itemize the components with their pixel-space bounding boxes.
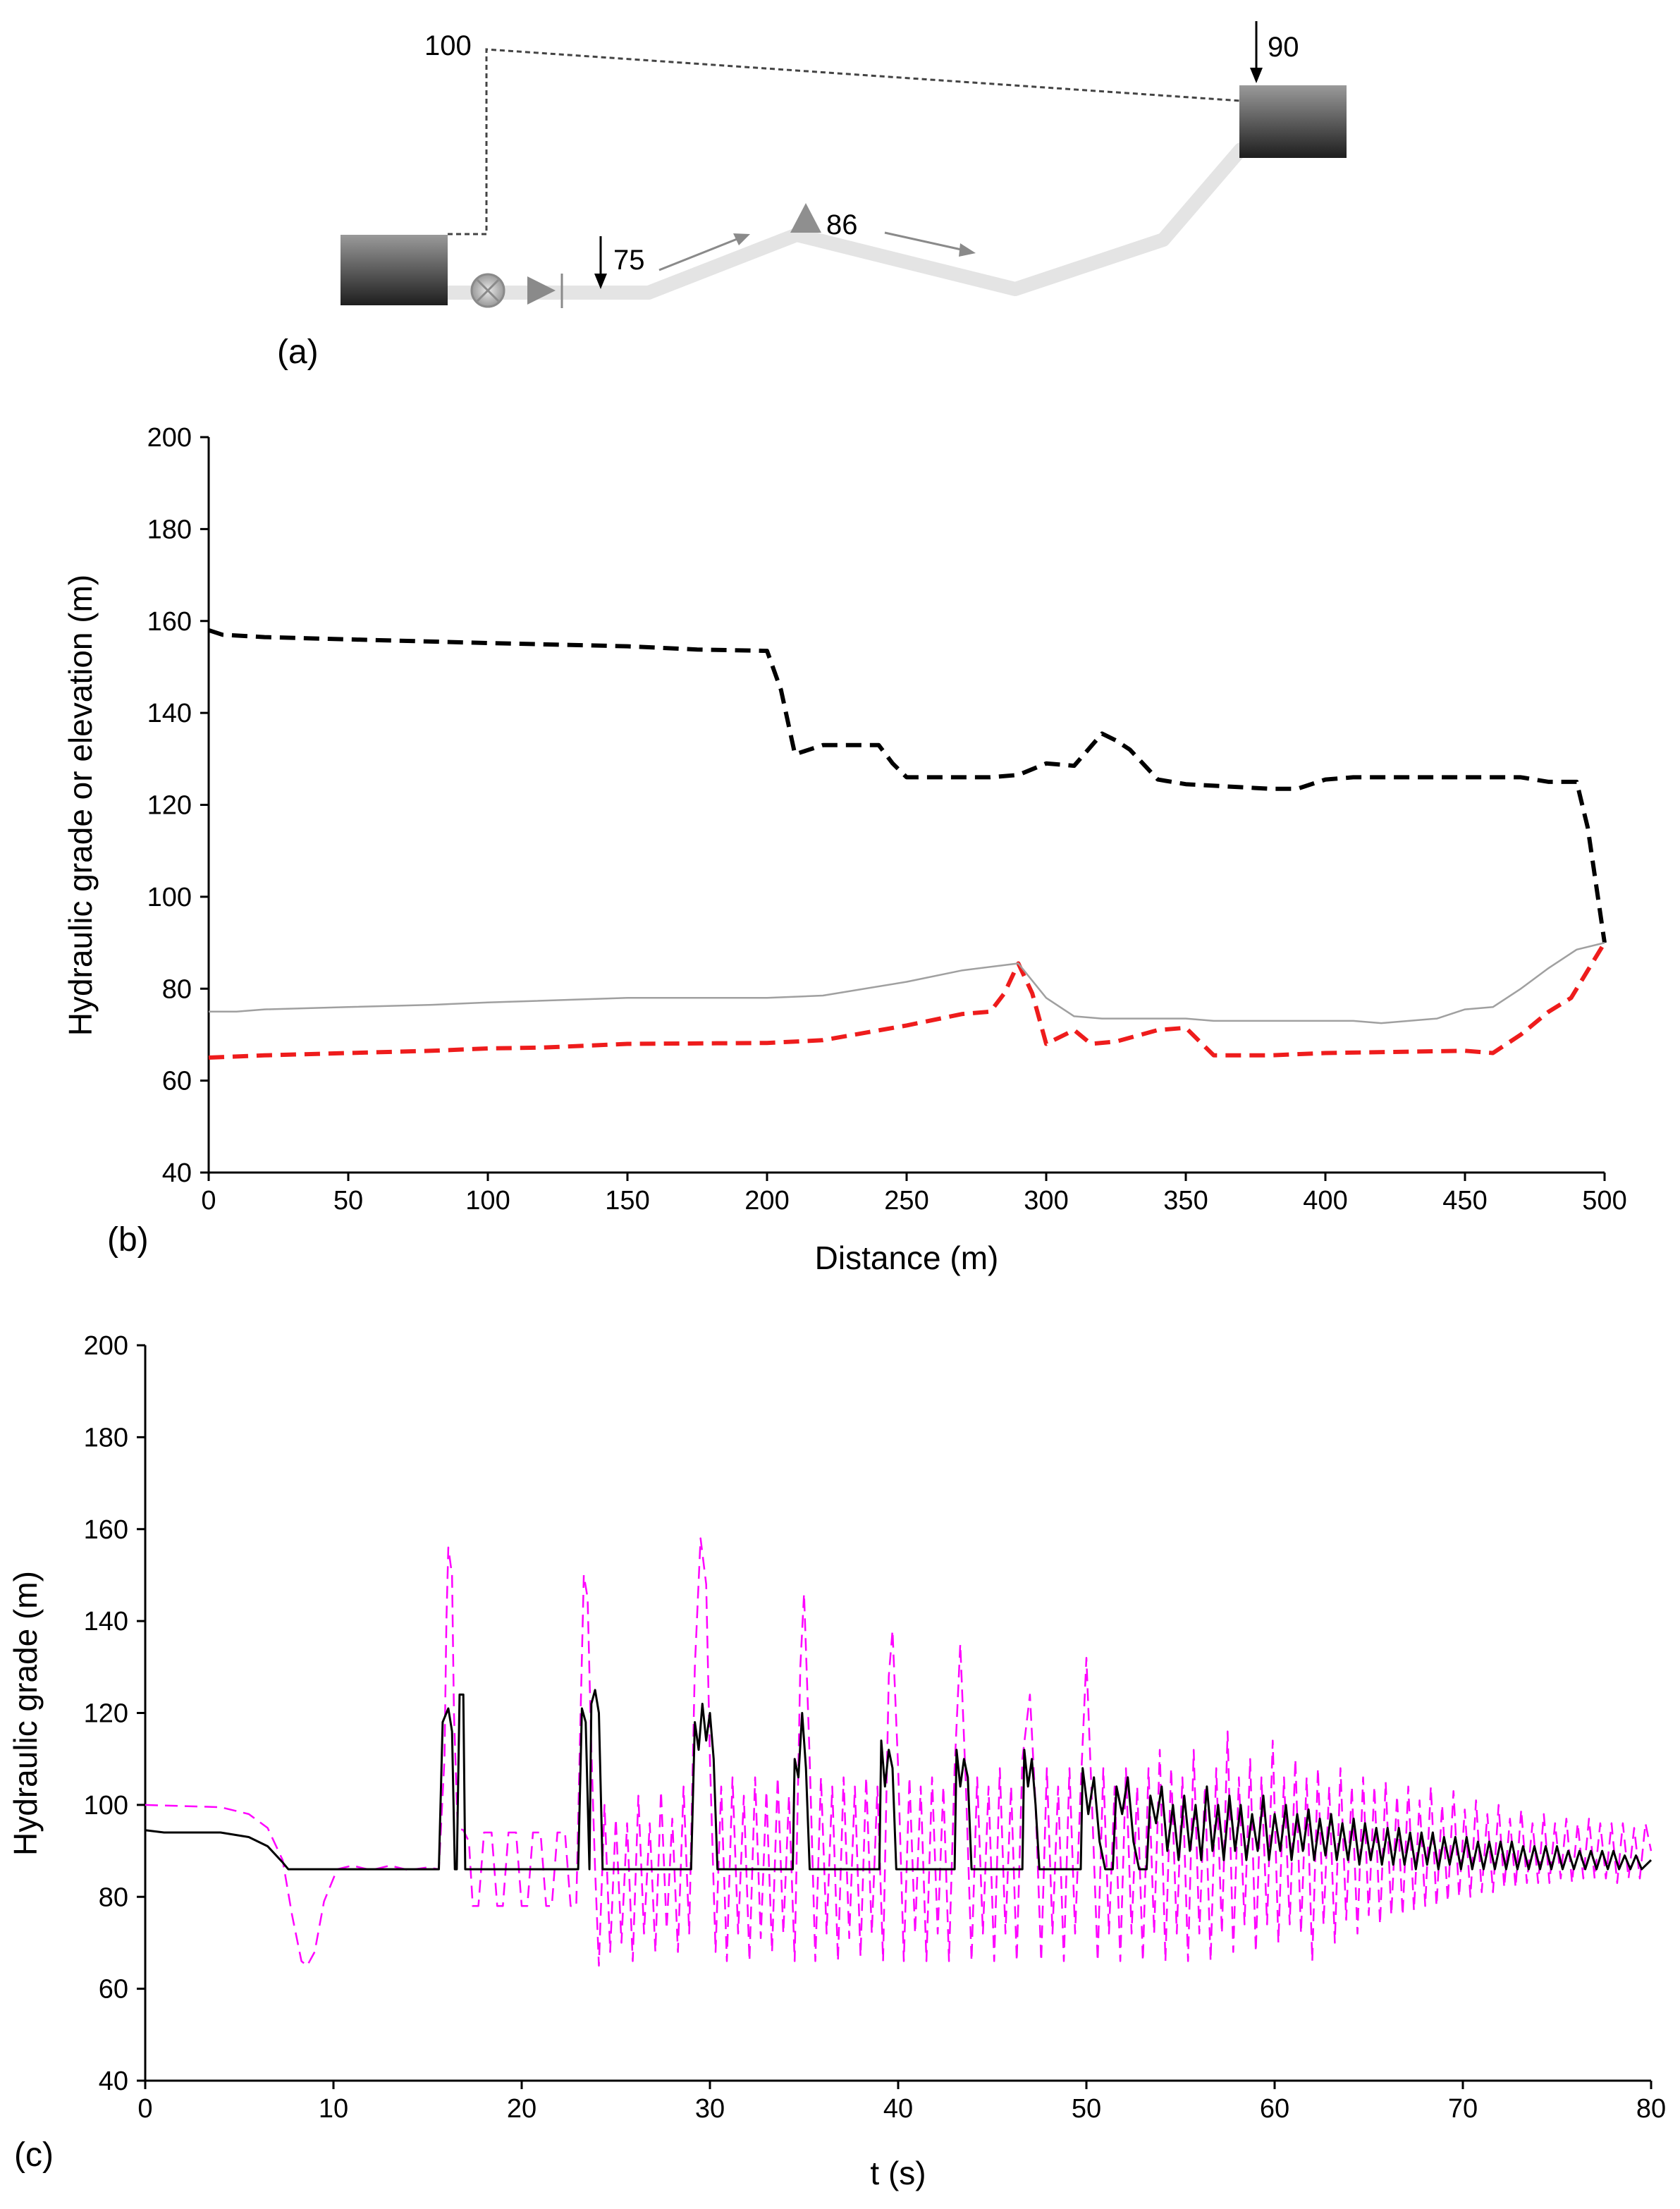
panel-label-a: (a) bbox=[277, 334, 319, 371]
x-tick-label: 450 bbox=[1442, 1186, 1487, 1216]
y-tick-label: 120 bbox=[84, 1699, 128, 1729]
flow-arrow-icon bbox=[884, 231, 976, 257]
hydraulic-grade-line bbox=[448, 48, 1241, 235]
panel-label-c: (c) bbox=[14, 2136, 54, 2174]
y-tick-label: 140 bbox=[147, 699, 192, 728]
x-tick-label: 150 bbox=[605, 1186, 649, 1216]
y-tick-label: 200 bbox=[147, 423, 192, 453]
panel-label-b: (b) bbox=[107, 1221, 149, 1259]
x-tick-label: 350 bbox=[1163, 1186, 1208, 1216]
series-c bbox=[145, 1537, 1653, 1967]
axes-c: 0 10 20 30 40 50 60 70 80 40 60 80 100 120 140 160 180 20… bbox=[84, 1331, 1667, 2124]
series-b bbox=[208, 628, 1607, 1060]
y-axis-title-c: Hydraulic grade (m) bbox=[7, 1571, 44, 1856]
y-tick-label: 80 bbox=[162, 974, 192, 1004]
x-axis-title-c: t (s) bbox=[870, 2155, 926, 2191]
y-tick-label: 180 bbox=[84, 1423, 128, 1452]
y-tick-label: 40 bbox=[99, 2067, 128, 2096]
y-tick-label: 120 bbox=[147, 791, 192, 821]
series-line-1 bbox=[145, 1537, 1653, 1967]
pump-icon bbox=[470, 273, 505, 308]
series-line-2 bbox=[145, 1689, 1653, 1871]
x-tick-label: 10 bbox=[319, 2094, 348, 2124]
y-tick-label: 60 bbox=[162, 1067, 192, 1096]
x-tick-label: 100 bbox=[465, 1186, 510, 1216]
elevation-arrow-icon bbox=[594, 236, 607, 289]
x-axis-title-b: Distance (m) bbox=[815, 1240, 999, 1276]
y-tick-label: 200 bbox=[84, 1331, 128, 1361]
y-axis-title-b: Hydraulic grade or elevation (m) bbox=[62, 575, 99, 1036]
y-tick-label: 60 bbox=[99, 1975, 128, 2005]
air-valve-elevation-label: 86 bbox=[826, 209, 858, 240]
x-tick-label: 0 bbox=[137, 2094, 152, 2124]
x-tick-label: 500 bbox=[1582, 1186, 1626, 1216]
axes-b: 0 50 100 150 200 250 300 350 400 450 500 40 60 80 100 1… bbox=[147, 423, 1627, 1216]
x-tick-label: 30 bbox=[695, 2094, 725, 2124]
y-tick-label: 140 bbox=[84, 1607, 128, 1636]
x-tick-label: 200 bbox=[744, 1186, 789, 1216]
reservoir-icon bbox=[341, 235, 448, 305]
x-tick-label: 50 bbox=[1072, 2094, 1101, 2124]
schematic-panel: 100 90 75 86 (a) bbox=[277, 21, 1347, 371]
x-tick-label: 50 bbox=[333, 1186, 363, 1216]
y-tick-label: 100 bbox=[147, 883, 192, 912]
x-tick-label: 80 bbox=[1636, 2094, 1666, 2124]
elevation-arrow-icon bbox=[1250, 21, 1263, 83]
y-tick-label: 160 bbox=[84, 1515, 128, 1545]
flow-arrow-icon bbox=[658, 233, 750, 271]
x-tick-label: 0 bbox=[201, 1186, 216, 1216]
series-line-2 bbox=[208, 941, 1607, 1060]
y-tick-label: 180 bbox=[147, 515, 192, 544]
y-tick-label: 40 bbox=[162, 1158, 192, 1188]
series-line-3 bbox=[209, 941, 1605, 1024]
plot-area-c bbox=[145, 1345, 1651, 2081]
x-tick-label: 70 bbox=[1448, 2094, 1478, 2124]
plot-area-b bbox=[209, 437, 1605, 1173]
pipeline-route bbox=[441, 142, 1248, 300]
check-valve-icon bbox=[527, 274, 563, 308]
chart-b: 0 50 100 150 200 250 300 350 400 450 500 40 60 80 100 1… bbox=[62, 423, 1627, 1276]
series-line-1 bbox=[208, 628, 1607, 943]
chart-c: 0 10 20 30 40 50 60 70 80 40 60 80 100 120 140 160 180 20… bbox=[7, 1331, 1666, 2191]
reservoir-icon bbox=[1239, 85, 1347, 158]
air-valve-icon bbox=[790, 203, 821, 233]
x-tick-label: 40 bbox=[883, 2094, 913, 2124]
y-tick-label: 100 bbox=[84, 1791, 128, 1821]
x-tick-label: 60 bbox=[1260, 2094, 1289, 2124]
x-tick-label: 250 bbox=[884, 1186, 928, 1216]
hgl-start-label: 100 bbox=[424, 30, 472, 61]
x-tick-label: 300 bbox=[1024, 1186, 1068, 1216]
downstream-head-label: 90 bbox=[1268, 32, 1299, 63]
x-tick-label: 20 bbox=[507, 2094, 537, 2124]
y-tick-label: 160 bbox=[147, 607, 192, 637]
x-tick-label: 400 bbox=[1303, 1186, 1347, 1216]
y-tick-label: 80 bbox=[99, 1883, 128, 1912]
check-valve-elevation-label: 75 bbox=[613, 245, 645, 276]
